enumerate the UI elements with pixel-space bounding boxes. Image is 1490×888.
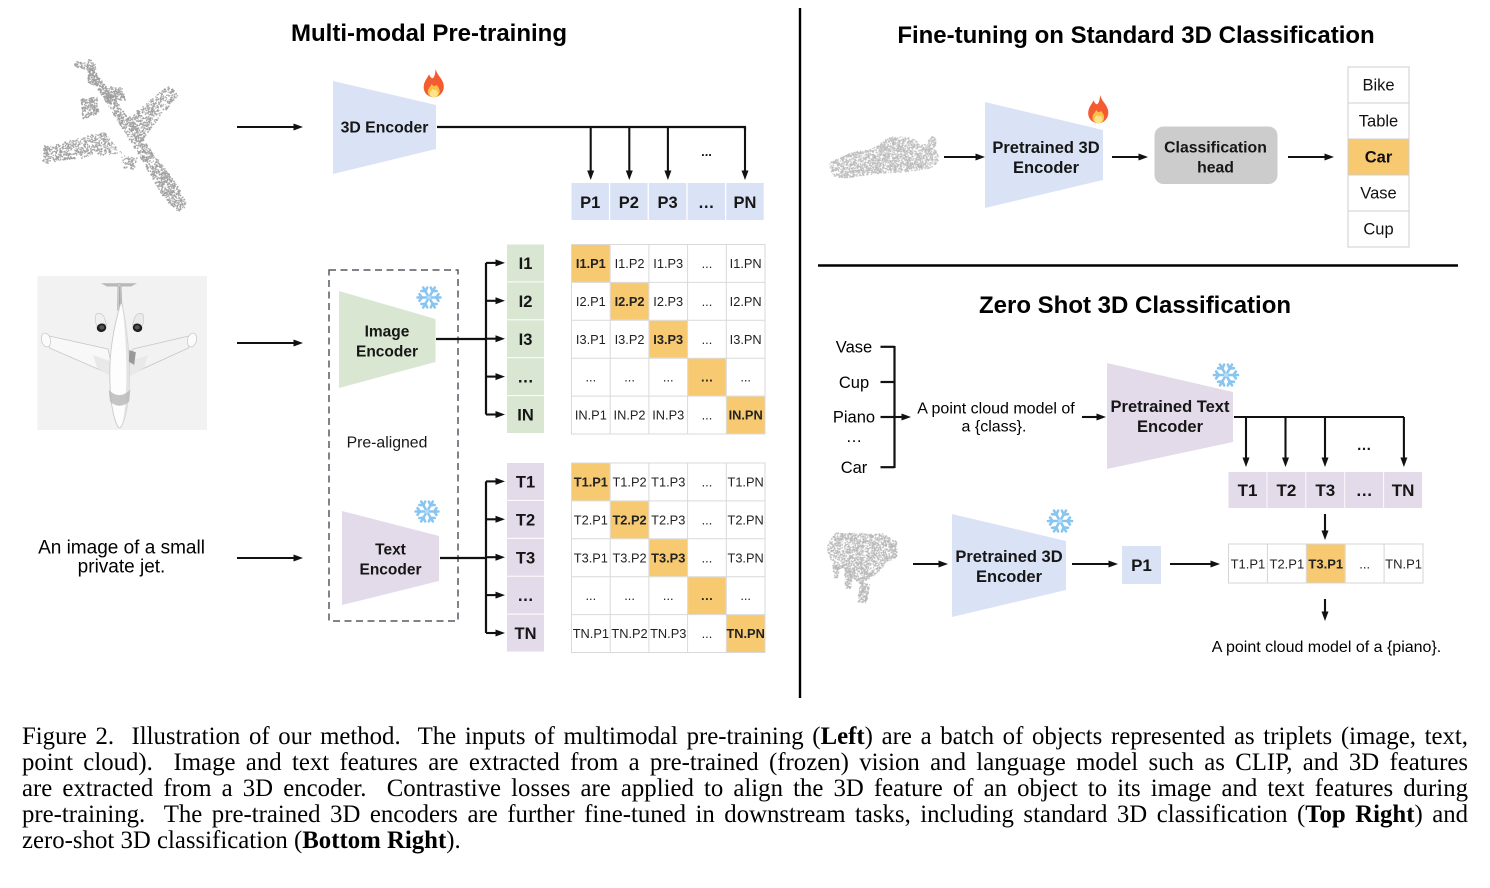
svg-text:...: ...: [663, 588, 674, 603]
svg-text:T1.P2: T1.P2: [612, 474, 646, 489]
svg-text:Text: Text: [375, 542, 406, 559]
svg-text:I3.P3: I3.P3: [653, 332, 683, 347]
svg-text:…: …: [698, 194, 715, 212]
svg-text:I3.P1: I3.P1: [576, 332, 606, 347]
svg-text:I2: I2: [519, 293, 533, 311]
svg-text:T2.P2: T2.P2: [612, 512, 646, 527]
svg-text:TN: TN: [515, 625, 537, 643]
svg-text:P3: P3: [658, 194, 678, 212]
svg-text:IN.P3: IN.P3: [652, 408, 684, 423]
svg-text:T3.PN: T3.PN: [728, 550, 764, 565]
svg-text:...: ...: [702, 256, 713, 271]
svg-text:TN.P2: TN.P2: [611, 626, 647, 641]
svg-text:...: ...: [740, 588, 751, 603]
svg-text:T1.P1: T1.P1: [574, 474, 608, 489]
svg-text:Multi-modal Pre-training: Multi-modal Pre-training: [291, 20, 567, 47]
svg-text:I1.PN: I1.PN: [730, 256, 762, 271]
svg-text:IN.PN: IN.PN: [729, 408, 763, 423]
svg-text:...: ...: [586, 370, 597, 385]
svg-text:T3.P1: T3.P1: [574, 550, 608, 565]
svg-text:private jet.: private jet.: [78, 557, 166, 578]
svg-text:Image: Image: [365, 324, 410, 341]
svg-text:T2: T2: [516, 511, 535, 529]
svg-text:I2.P2: I2.P2: [615, 294, 645, 309]
svg-text:...: ...: [702, 550, 713, 565]
svg-text:IN.P2: IN.P2: [614, 408, 646, 423]
svg-text:T3.P2: T3.P2: [612, 550, 646, 565]
svg-text:I2.PN: I2.PN: [730, 294, 762, 309]
svg-text:I3.PN: I3.PN: [730, 332, 762, 347]
svg-text:T2.P3: T2.P3: [651, 512, 685, 527]
svg-text:...: ...: [702, 408, 713, 423]
svg-text:T1.PN: T1.PN: [728, 474, 764, 489]
svg-text:...: ...: [702, 626, 713, 641]
svg-text:Encoder: Encoder: [356, 344, 418, 361]
svg-text:...: ...: [702, 332, 713, 347]
svg-text:T2.PN: T2.PN: [728, 512, 764, 527]
svg-text:TN.PN: TN.PN: [726, 626, 764, 641]
svg-text:T3.P3: T3.P3: [651, 550, 685, 565]
svg-text:P1: P1: [580, 194, 600, 212]
svg-text:3D Encoder: 3D Encoder: [341, 120, 429, 137]
svg-text:An image of a small: An image of a small: [38, 538, 205, 559]
svg-text:Encoder: Encoder: [359, 562, 421, 579]
svg-text:…: …: [517, 369, 534, 387]
svg-text:TN.P1: TN.P1: [573, 626, 609, 641]
svg-text:PN: PN: [734, 194, 757, 212]
svg-text:I3: I3: [519, 331, 533, 349]
svg-text:...: ...: [701, 144, 712, 159]
svg-text:...: ...: [702, 294, 713, 309]
svg-text:…: …: [517, 587, 534, 605]
svg-text:...: ...: [740, 370, 751, 385]
svg-text:I1: I1: [519, 255, 533, 273]
svg-text:…: …: [701, 370, 714, 385]
svg-text:TN.P3: TN.P3: [650, 626, 686, 641]
svg-text:…: …: [701, 588, 714, 603]
svg-text:T1.P3: T1.P3: [651, 474, 685, 489]
svg-text:IN.P1: IN.P1: [575, 408, 607, 423]
svg-text:I3.P2: I3.P2: [615, 332, 645, 347]
svg-text:I1.P2: I1.P2: [615, 256, 645, 271]
svg-text:...: ...: [586, 588, 597, 603]
svg-text:Fine-tuning on Standard 3D Cla: Fine-tuning on Standard 3D Classificatio…: [897, 22, 1374, 49]
svg-text:I2.P1: I2.P1: [576, 294, 606, 309]
svg-text:Pre-aligned: Pre-aligned: [347, 435, 428, 452]
svg-text:...: ...: [624, 588, 635, 603]
svg-text:T3: T3: [516, 549, 535, 567]
svg-text:...: ...: [702, 474, 713, 489]
svg-text:T1: T1: [516, 473, 535, 491]
svg-text:P2: P2: [619, 194, 639, 212]
svg-text:T2.P1: T2.P1: [574, 512, 608, 527]
svg-text:I1.P3: I1.P3: [653, 256, 683, 271]
svg-text:IN: IN: [517, 407, 534, 425]
svg-text:I1.P1: I1.P1: [576, 256, 606, 271]
svg-text:...: ...: [702, 512, 713, 527]
svg-text:...: ...: [624, 370, 635, 385]
svg-text:I2.P3: I2.P3: [653, 294, 683, 309]
svg-text:...: ...: [663, 370, 674, 385]
